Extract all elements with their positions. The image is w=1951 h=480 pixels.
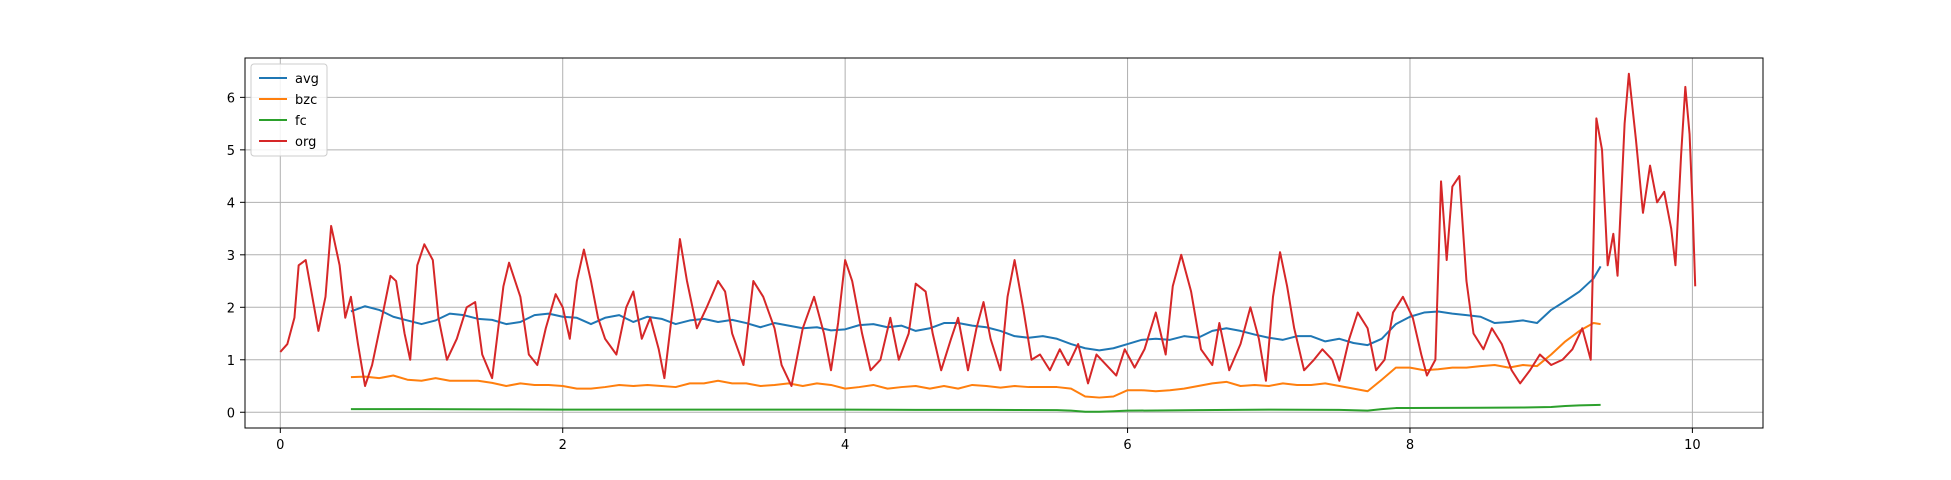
y-tick-label: 4 <box>227 196 235 211</box>
series-line-org <box>279 72 1697 388</box>
grid <box>245 58 1763 428</box>
y-tick-label: 3 <box>227 249 235 264</box>
legend-label-bzc: bzc <box>295 93 317 108</box>
legend-label-org: org <box>295 135 316 150</box>
y-tick-label: 6 <box>227 91 235 106</box>
x-tick-label: 0 <box>276 438 284 453</box>
plot-frame <box>244 57 1764 429</box>
legend-label-avg: avg <box>295 72 319 87</box>
series-line-avg <box>350 265 1602 352</box>
y-tick-label: 2 <box>227 301 235 316</box>
series-line-bzc <box>350 322 1601 399</box>
y-tick-label: 0 <box>227 406 235 421</box>
x-tick-label: 8 <box>1406 438 1414 453</box>
legend-label-fc: fc <box>295 114 307 129</box>
x-tick-label: 2 <box>559 438 567 453</box>
series-lines <box>279 72 1697 413</box>
y-tick-label: 1 <box>227 354 235 369</box>
series-line-fc <box>350 403 1601 413</box>
legend: avg bzc fc org <box>250 63 328 157</box>
x-tick-label: 10 <box>1684 438 1701 453</box>
legend-box <box>250 63 328 157</box>
y-tick-label: 5 <box>227 144 235 159</box>
x-tick-label: 6 <box>1123 438 1131 453</box>
x-tick-label: 4 <box>841 438 849 453</box>
axis-ticks: 0 2 4 6 8 10 0 1 2 3 4 5 6 <box>227 91 1701 453</box>
